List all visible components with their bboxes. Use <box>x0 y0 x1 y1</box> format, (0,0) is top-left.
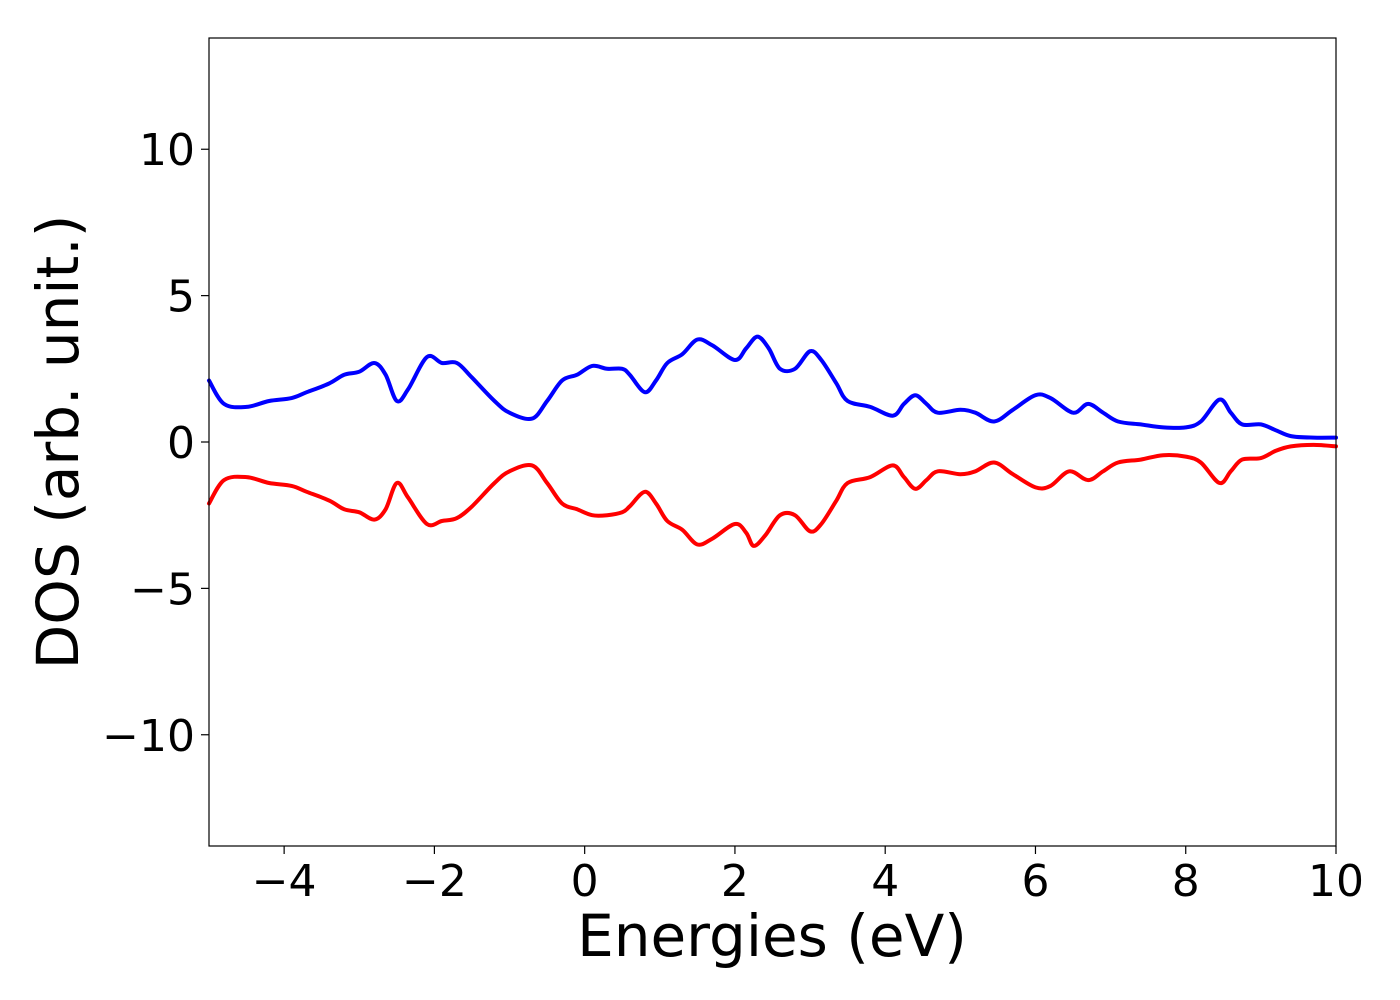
x-tick-label: 8 <box>1172 856 1200 907</box>
x-tick-label: −4 <box>252 856 317 907</box>
x-tick-label: 4 <box>871 856 899 907</box>
series-layer <box>207 334 1338 548</box>
y-tick-label: 10 <box>139 125 195 176</box>
plot-frame <box>208 37 1337 847</box>
x-tick-label: 0 <box>571 856 599 907</box>
x-axis-title: Energies (eV) <box>577 902 967 970</box>
x-tick-label: 10 <box>1308 856 1364 907</box>
y-axis: −10 −5 0 5 10 <box>102 125 209 762</box>
dos-series-up-line <box>207 334 1338 440</box>
x-tick-label: −2 <box>402 856 467 907</box>
y-axis-title: DOS (arb. unit.) <box>24 215 92 670</box>
dos-series-down-line <box>207 442 1338 548</box>
y-tick-label: −10 <box>102 711 195 762</box>
y-tick-label: 0 <box>167 418 195 469</box>
x-axis: −4 −2 0 2 4 6 8 10 <box>252 846 1364 907</box>
y-tick-label: 5 <box>167 272 195 323</box>
y-tick-label: −5 <box>130 564 195 615</box>
x-tick-label: 6 <box>1021 856 1049 907</box>
x-tick-label: 2 <box>721 856 749 907</box>
